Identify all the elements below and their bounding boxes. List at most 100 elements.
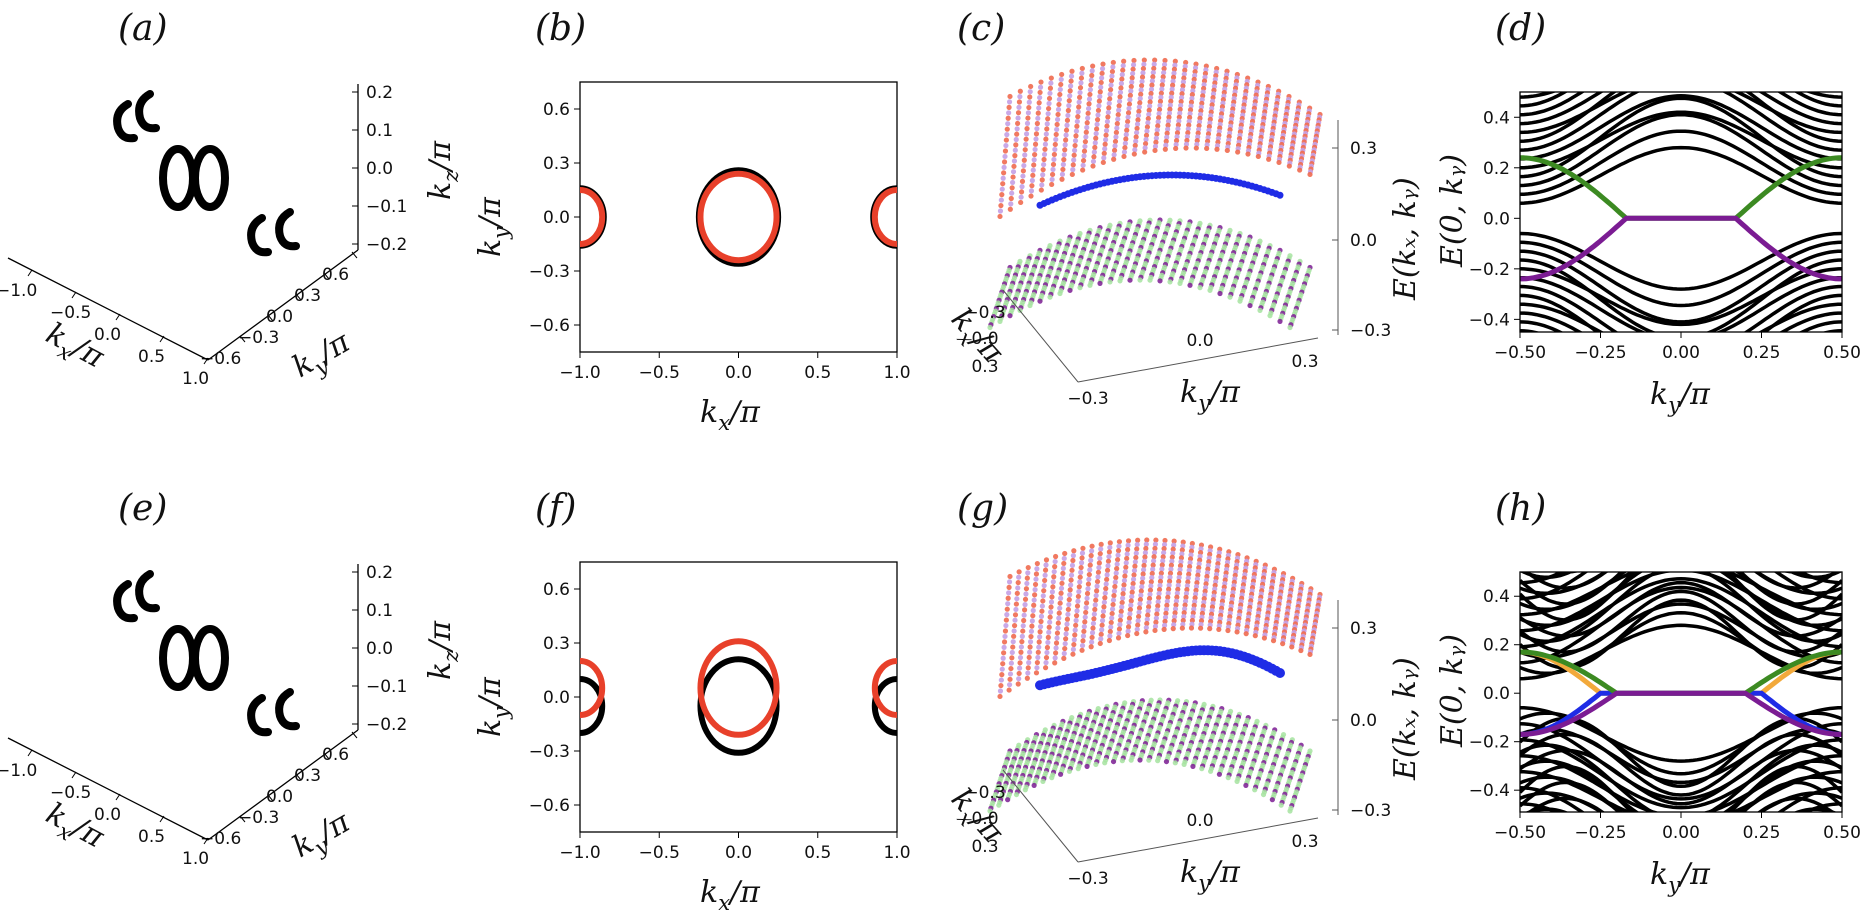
band-point	[1014, 596, 1020, 602]
band-point	[1069, 68, 1075, 74]
band-point	[1174, 594, 1180, 600]
band-point	[1152, 627, 1158, 634]
tick-label: 0.0	[543, 208, 570, 228]
band-point	[1179, 551, 1185, 557]
band-point	[1163, 142, 1169, 148]
band-point	[1002, 153, 1008, 160]
band-point	[1054, 121, 1060, 128]
tick-label: −0.5	[50, 783, 91, 803]
band-point	[1053, 131, 1059, 138]
axis-label: ky/π	[1180, 375, 1241, 415]
tick-label: −0.6	[529, 796, 570, 816]
band-point	[1192, 65, 1199, 71]
band-point	[1114, 125, 1120, 131]
red-loop	[697, 170, 780, 264]
band-point	[1121, 577, 1128, 584]
band-point	[1182, 67, 1188, 73]
band-point	[1053, 640, 1060, 646]
band-point	[1048, 75, 1054, 81]
band-point	[1115, 116, 1121, 122]
band-point	[1007, 671, 1014, 677]
band-point	[1055, 106, 1062, 113]
band-point	[1023, 591, 1029, 597]
band-point	[1148, 86, 1155, 92]
bulk-band	[1520, 112, 1842, 188]
band-point	[1190, 88, 1196, 94]
axis-label: kz/π	[423, 140, 463, 200]
band-point	[1186, 571, 1192, 577]
band-point	[1062, 142, 1068, 148]
axis-label: ky/π	[1180, 855, 1241, 895]
band-point	[1028, 628, 1035, 634]
band-point	[1096, 560, 1102, 566]
band-point	[1020, 628, 1026, 634]
band-point	[1036, 105, 1042, 111]
band-point	[1090, 63, 1096, 69]
band-point	[1177, 567, 1183, 573]
band-point	[1072, 632, 1078, 638]
band-point	[1191, 602, 1197, 608]
tick-label: 0.00	[1662, 343, 1700, 363]
band-point	[1151, 549, 1158, 556]
band-point	[1056, 96, 1062, 103]
band-point	[1093, 130, 1099, 137]
bulk-band	[1520, 754, 1842, 812]
band-point	[1112, 143, 1118, 149]
band-point	[1153, 619, 1159, 625]
band-point	[1182, 63, 1188, 69]
band-point	[1189, 544, 1195, 550]
band-point	[1035, 654, 1041, 661]
tick-label: −0.2	[1469, 260, 1510, 280]
tick-label: 0.3	[543, 634, 570, 654]
tick-label: 0.50	[1823, 823, 1861, 843]
band-point	[1139, 584, 1145, 590]
band-point	[1185, 126, 1191, 132]
band-point	[1125, 628, 1131, 634]
band-point	[1057, 290, 1063, 297]
band-point	[1118, 613, 1124, 619]
band-point	[1079, 70, 1085, 76]
band-point	[1113, 134, 1119, 140]
band-point	[1143, 625, 1149, 631]
bulk-band	[1552, 572, 1810, 574]
band-point	[1028, 188, 1035, 194]
band-point	[1091, 611, 1097, 617]
band-point	[1169, 90, 1175, 96]
band-point	[1276, 191, 1284, 199]
tick-label: 1.0	[883, 363, 910, 383]
band-point	[1237, 298, 1243, 304]
band-point	[1139, 579, 1145, 586]
band-point	[1062, 645, 1068, 652]
band-point	[1030, 613, 1036, 619]
bulk-band	[1520, 572, 1842, 633]
band-point	[1052, 660, 1058, 666]
band-point	[1180, 539, 1186, 545]
band-point	[1067, 587, 1073, 593]
band-point	[1083, 609, 1089, 616]
tick-label: −0.3	[1350, 801, 1391, 821]
band-point	[1060, 166, 1066, 173]
band-point	[1138, 91, 1144, 97]
band-point	[1147, 99, 1153, 105]
band-point	[1033, 136, 1039, 142]
band-point	[1028, 633, 1034, 640]
band-point	[1026, 654, 1032, 661]
band-point	[1067, 287, 1073, 293]
band-point	[1142, 550, 1149, 556]
band-point	[1175, 126, 1181, 132]
band-point	[987, 324, 993, 331]
band-point	[1078, 564, 1084, 571]
band-point	[1114, 121, 1120, 127]
band-point	[1132, 563, 1138, 569]
band-point	[1180, 543, 1186, 549]
nodal-loop	[191, 145, 229, 211]
band-point	[1194, 580, 1200, 586]
band-point	[1027, 644, 1033, 650]
band-point	[1000, 661, 1006, 667]
band-point	[1255, 153, 1261, 160]
band-point	[1243, 782, 1249, 789]
band-point	[1164, 598, 1170, 604]
band-point	[1137, 100, 1143, 106]
band-point	[1190, 610, 1196, 616]
band-point	[1140, 571, 1146, 577]
